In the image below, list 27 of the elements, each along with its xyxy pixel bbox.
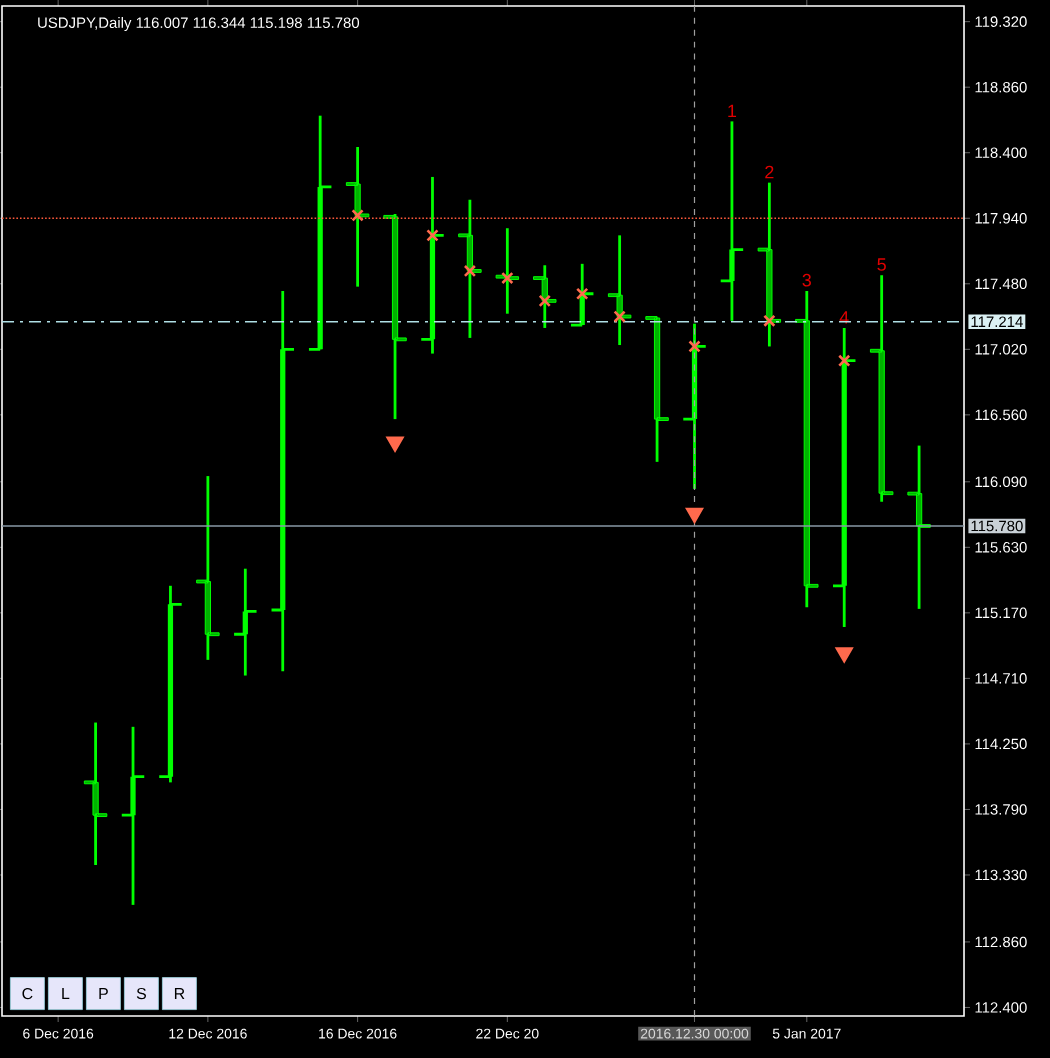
candlestick — [907, 444, 931, 611]
candlestick — [234, 567, 257, 677]
candlestick — [607, 233, 632, 347]
candlestick — [83, 721, 108, 867]
point — [501, 271, 514, 285]
point — [351, 209, 364, 222]
point — [575, 287, 589, 300]
point — [835, 647, 853, 663]
candlestick — [345, 145, 370, 289]
point — [463, 264, 477, 278]
text: 4 — [839, 311, 849, 324]
candlestick — [720, 119, 744, 323]
candlestick — [458, 198, 482, 340]
point — [613, 310, 626, 323]
point — [688, 340, 701, 353]
candlestick — [533, 263, 557, 330]
text: 1 — [728, 104, 737, 117]
point — [685, 507, 704, 523]
point — [837, 354, 851, 367]
point — [763, 314, 776, 328]
text: 2 — [765, 165, 774, 179]
candlestick — [121, 725, 145, 907]
text: 5 — [877, 258, 886, 271]
text: 3 — [802, 273, 811, 287]
point — [426, 229, 439, 242]
point — [538, 294, 552, 308]
point — [386, 436, 404, 452]
